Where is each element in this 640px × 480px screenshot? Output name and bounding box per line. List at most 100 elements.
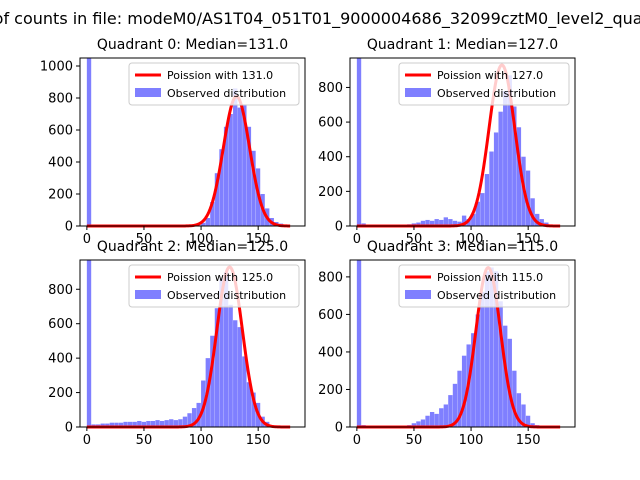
y-tick-label: 400 — [318, 345, 343, 360]
y-tick-label: 600 — [48, 317, 73, 332]
histogram-bar — [503, 325, 508, 427]
histogram-bar — [425, 415, 430, 427]
histogram-bar — [439, 219, 444, 226]
histogram-bar — [420, 220, 426, 226]
x-tick-label: 50 — [136, 433, 153, 448]
histogram-bar — [210, 202, 215, 226]
histogram-bar — [471, 213, 476, 226]
histogram-bar — [118, 422, 124, 427]
histogram-bar — [86, 260, 92, 427]
histogram-bar — [429, 411, 435, 427]
histogram-bar — [443, 404, 448, 427]
x-tick-label: 0 — [353, 433, 361, 448]
histogram-bar — [484, 174, 490, 226]
histogram-bar — [448, 219, 453, 226]
legend-observed-label: Observed distribution — [167, 87, 286, 100]
histogram-bar — [411, 423, 417, 427]
axes-frame — [349, 259, 576, 428]
legend-box — [128, 264, 300, 308]
legend: Poission with 131.0 Observed distribution — [128, 62, 300, 106]
x-tick-label: 0 — [83, 433, 91, 448]
histogram-bar — [233, 88, 238, 227]
histogram-bar — [480, 291, 485, 427]
x-tick-label: 100 — [459, 433, 484, 448]
panel-title: Quadrant 3: Median=115.0 — [367, 239, 558, 255]
y-tick-label: 400 — [318, 150, 343, 165]
y-tick-label: 0 — [65, 220, 73, 235]
legend-bar-swatch — [405, 88, 431, 97]
histogram-bar — [489, 267, 494, 427]
y-tick-label: 800 — [48, 283, 73, 298]
histogram-bar — [228, 114, 233, 226]
histogram-bar — [443, 217, 448, 226]
histogram-bar — [201, 222, 206, 226]
y-tick-label: 0 — [335, 421, 343, 436]
histogram-bar — [182, 416, 188, 427]
histogram-bar — [132, 421, 137, 427]
legend: Poission with 115.0 Observed distribution — [398, 264, 570, 308]
histogram-bar — [164, 420, 169, 427]
histogram-bar — [251, 392, 256, 427]
y-tick-label: 200 — [48, 188, 73, 203]
histogram-bar — [219, 278, 224, 427]
y-tick-label: 0 — [65, 421, 73, 436]
histogram-bar — [141, 421, 147, 427]
histogram-bar — [242, 356, 247, 427]
histogram-bar — [516, 127, 522, 226]
histogram-bar — [507, 338, 512, 427]
x-tick-label: 0 — [353, 232, 361, 247]
legend-box — [398, 264, 570, 308]
legend-observed-label: Observed distribution — [437, 289, 556, 302]
histogram-bar — [461, 355, 467, 427]
histogram-bar — [439, 408, 444, 427]
histogram-bar — [452, 383, 458, 427]
panel-title: Quadrant 2: Median=125.0 — [97, 239, 288, 255]
histogram-bar — [123, 421, 128, 427]
histogram-bar — [493, 271, 499, 427]
y-tick-label: 800 — [318, 81, 343, 96]
legend-bar-swatch — [405, 290, 431, 299]
histogram-bar — [448, 395, 453, 427]
histogram-bar — [173, 420, 178, 427]
histogram-bar — [223, 272, 229, 427]
histogram-bar — [535, 213, 540, 226]
axes-frame — [79, 57, 306, 227]
x-tick-label: 50 — [136, 232, 153, 247]
histogram-bar — [178, 419, 183, 427]
histogram-bar — [150, 420, 156, 427]
quadrant-panel-2: 0 50 100 150 0 200 400 600 800 Quadrant 2: Median… — [48, 239, 306, 448]
legend-observed-label: Observed distribution — [167, 289, 286, 302]
histogram-bar — [100, 423, 105, 427]
y-tick-label: 0 — [335, 220, 343, 235]
histogram-bar — [159, 420, 165, 427]
histogram-bar — [539, 219, 544, 226]
histogram-bar — [498, 301, 503, 427]
x-tick-label: 100 — [189, 232, 214, 247]
legend-poisson-label: Poission with 131.0 — [167, 69, 273, 82]
histogram-bar — [114, 422, 119, 427]
histogram-bar — [434, 219, 439, 226]
histogram-bar — [246, 382, 252, 427]
panel-title: Quadrant 1: Median=127.0 — [367, 37, 558, 53]
quadrant-panel-3: 0 50 100 150 0 200 400 600 800 Quadrant 3: Median… — [318, 239, 576, 448]
histogram-bar — [127, 421, 133, 427]
histogram-bar — [457, 370, 462, 427]
histogram-bar — [503, 90, 508, 226]
histogram-bar — [498, 111, 503, 226]
histogram-bar — [214, 173, 220, 226]
histogram-bar — [109, 422, 115, 427]
legend-box — [398, 62, 570, 106]
x-tick-label: 150 — [516, 232, 541, 247]
histogram-bar — [137, 420, 142, 427]
quadrant-panel-1: 0 50 100 150 0 200 400 600 800 Quadrant 1: Median… — [318, 37, 576, 247]
histogram-bar — [228, 304, 233, 427]
histogram-bar — [512, 106, 517, 226]
histogram-bar — [223, 126, 229, 226]
legend-poisson-label: Poission with 127.0 — [437, 69, 543, 82]
histogram-bar — [246, 126, 252, 226]
histogram-bar — [452, 220, 458, 226]
legend: Poission with 127.0 Observed distribution — [398, 62, 570, 106]
histogram-bar — [525, 170, 531, 226]
histogram-bar — [251, 150, 256, 226]
